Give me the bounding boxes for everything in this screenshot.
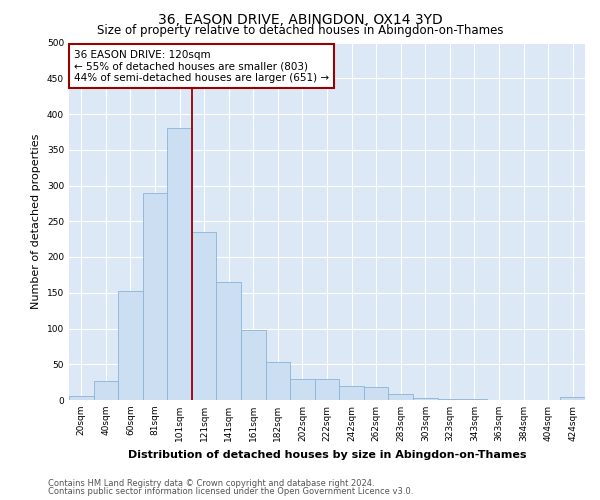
- Y-axis label: Number of detached properties: Number of detached properties: [31, 134, 41, 309]
- Bar: [217, 282, 241, 400]
- Bar: [290, 378, 315, 400]
- Bar: [118, 290, 143, 400]
- Bar: [339, 386, 364, 400]
- Bar: [560, 397, 585, 400]
- Bar: [388, 394, 413, 400]
- Bar: [192, 232, 217, 400]
- Text: 36, EASON DRIVE, ABINGDON, OX14 3YD: 36, EASON DRIVE, ABINGDON, OX14 3YD: [158, 12, 442, 26]
- Bar: [167, 128, 192, 400]
- Text: Size of property relative to detached houses in Abingdon-on-Thames: Size of property relative to detached ho…: [97, 24, 503, 37]
- Text: 36 EASON DRIVE: 120sqm
← 55% of detached houses are smaller (803)
44% of semi-de: 36 EASON DRIVE: 120sqm ← 55% of detached…: [74, 50, 329, 83]
- X-axis label: Distribution of detached houses by size in Abingdon-on-Thames: Distribution of detached houses by size …: [128, 450, 526, 460]
- Text: Contains HM Land Registry data © Crown copyright and database right 2024.: Contains HM Land Registry data © Crown c…: [48, 478, 374, 488]
- Text: Contains public sector information licensed under the Open Government Licence v3: Contains public sector information licen…: [48, 487, 413, 496]
- Bar: [364, 387, 388, 400]
- Bar: [315, 378, 339, 400]
- Bar: [94, 380, 118, 400]
- Bar: [437, 398, 462, 400]
- Bar: [69, 396, 94, 400]
- Bar: [143, 194, 167, 400]
- Bar: [266, 362, 290, 400]
- Bar: [413, 398, 437, 400]
- Bar: [241, 330, 266, 400]
